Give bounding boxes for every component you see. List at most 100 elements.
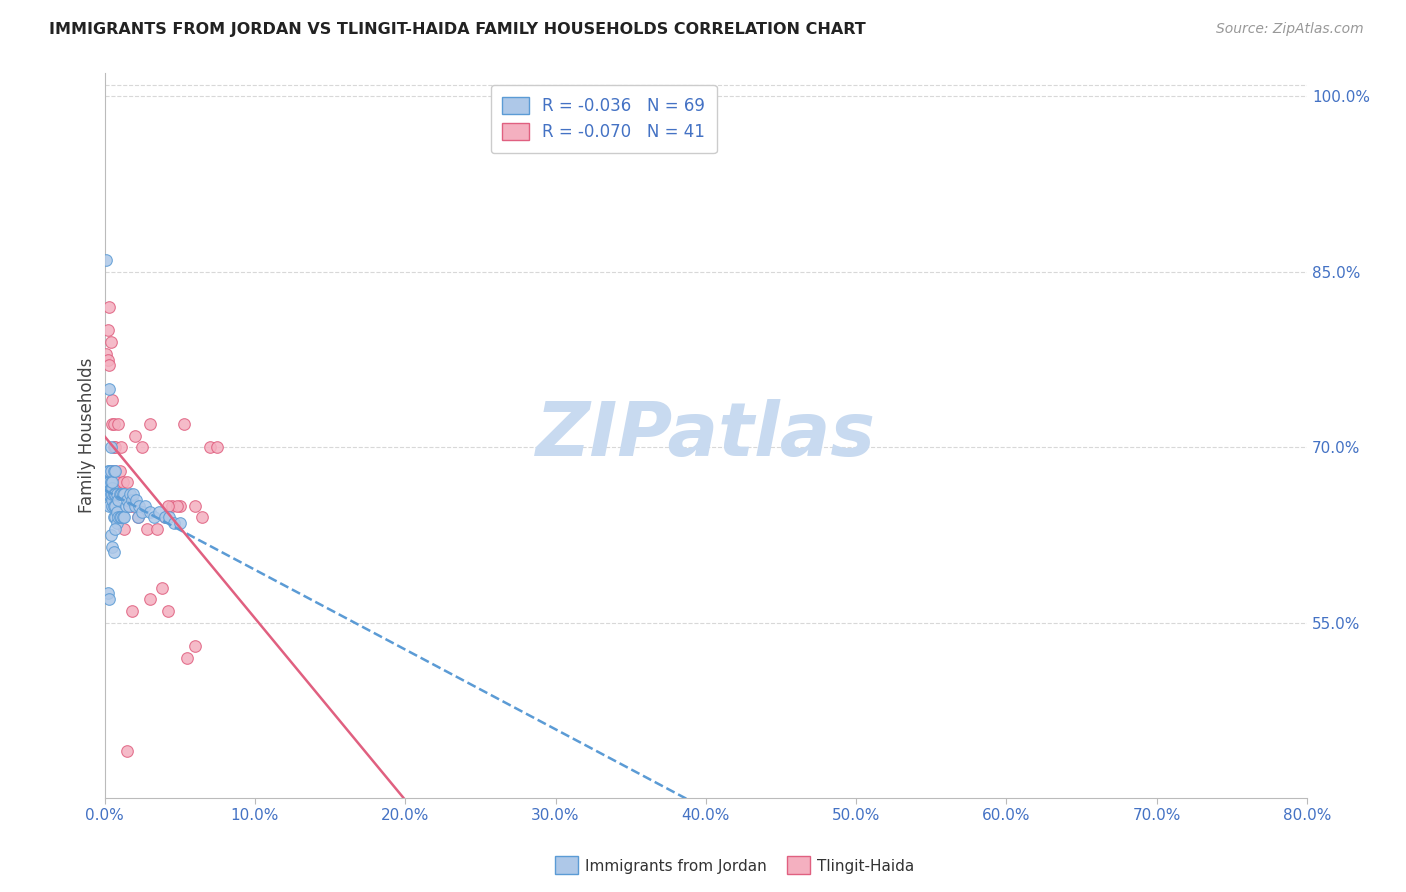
- Point: [153, 510, 176, 524]
- Point: [98, 499, 121, 513]
- Point: [184, 499, 207, 513]
- Point: [111, 487, 134, 501]
- Point: [98, 382, 121, 396]
- Point: [105, 504, 128, 518]
- Point: [103, 545, 125, 559]
- Point: [150, 581, 173, 595]
- Point: [98, 592, 121, 607]
- Point: [157, 510, 180, 524]
- Point: [110, 487, 132, 501]
- Legend: R = -0.036   N = 69, R = -0.070   N = 41: R = -0.036 N = 69, R = -0.070 N = 41: [491, 85, 717, 153]
- Point: [124, 499, 146, 513]
- Point: [131, 440, 153, 454]
- Point: [115, 492, 138, 507]
- Point: [143, 510, 166, 524]
- Point: [112, 522, 135, 536]
- Point: [104, 510, 127, 524]
- Text: Tlingit-Haida: Tlingit-Haida: [817, 860, 914, 874]
- Point: [100, 334, 122, 349]
- Text: Source: ZipAtlas.com: Source: ZipAtlas.com: [1216, 22, 1364, 37]
- Point: [191, 510, 214, 524]
- Point: [105, 475, 128, 490]
- Point: [169, 499, 191, 513]
- Point: [97, 475, 120, 490]
- Point: [94, 253, 117, 268]
- Point: [97, 487, 120, 501]
- Point: [101, 499, 124, 513]
- Point: [120, 487, 142, 501]
- Y-axis label: Family Households: Family Households: [79, 358, 96, 513]
- Point: [121, 492, 143, 507]
- Point: [207, 440, 229, 454]
- Point: [163, 516, 186, 531]
- Point: [108, 510, 131, 524]
- Point: [105, 487, 128, 501]
- Point: [122, 487, 145, 501]
- Point: [176, 650, 198, 665]
- Point: [101, 475, 124, 490]
- Point: [103, 440, 125, 454]
- Point: [125, 492, 148, 507]
- Point: [103, 510, 125, 524]
- Text: ZIPatlas: ZIPatlas: [536, 399, 876, 472]
- Point: [97, 481, 120, 495]
- Point: [112, 487, 135, 501]
- Point: [124, 428, 146, 442]
- Point: [118, 499, 141, 513]
- Point: [104, 522, 127, 536]
- Point: [103, 464, 125, 478]
- Point: [100, 440, 122, 454]
- Point: [100, 475, 122, 490]
- Point: [121, 499, 143, 513]
- Point: [100, 481, 122, 495]
- Point: [103, 499, 125, 513]
- Point: [134, 499, 156, 513]
- Point: [138, 592, 160, 607]
- Point: [138, 417, 160, 431]
- Point: [111, 475, 134, 490]
- Point: [121, 604, 143, 618]
- Point: [138, 504, 160, 518]
- Point: [98, 464, 121, 478]
- Point: [104, 499, 127, 513]
- Point: [101, 417, 124, 431]
- Point: [97, 323, 120, 337]
- Point: [103, 417, 125, 431]
- Text: IMMIGRANTS FROM JORDAN VS TLINGIT-HAIDA FAMILY HOUSEHOLDS CORRELATION CHART: IMMIGRANTS FROM JORDAN VS TLINGIT-HAIDA …: [49, 22, 866, 37]
- Point: [94, 475, 117, 490]
- Point: [146, 522, 169, 536]
- Point: [114, 499, 136, 513]
- Point: [118, 499, 141, 513]
- Point: [107, 417, 129, 431]
- Point: [108, 487, 131, 501]
- Point: [173, 417, 195, 431]
- Text: Immigrants from Jordan: Immigrants from Jordan: [585, 860, 766, 874]
- Point: [100, 464, 122, 478]
- Point: [94, 346, 117, 360]
- Point: [112, 510, 135, 524]
- Point: [184, 639, 207, 653]
- Point: [104, 464, 127, 478]
- Point: [110, 510, 132, 524]
- Point: [98, 300, 121, 314]
- Point: [100, 487, 122, 501]
- Point: [115, 475, 138, 490]
- Point: [127, 510, 149, 524]
- Point: [135, 522, 157, 536]
- Point: [105, 516, 128, 531]
- Point: [98, 359, 121, 373]
- Point: [104, 464, 127, 478]
- Point: [153, 510, 176, 524]
- Point: [166, 499, 188, 513]
- Point: [100, 464, 122, 478]
- Point: [128, 499, 150, 513]
- Point: [111, 510, 134, 524]
- Point: [162, 499, 184, 513]
- Point: [127, 510, 149, 524]
- Point: [107, 492, 129, 507]
- Point: [104, 440, 127, 454]
- Point: [148, 504, 170, 518]
- Point: [101, 393, 124, 408]
- Point: [156, 604, 179, 618]
- Point: [97, 487, 120, 501]
